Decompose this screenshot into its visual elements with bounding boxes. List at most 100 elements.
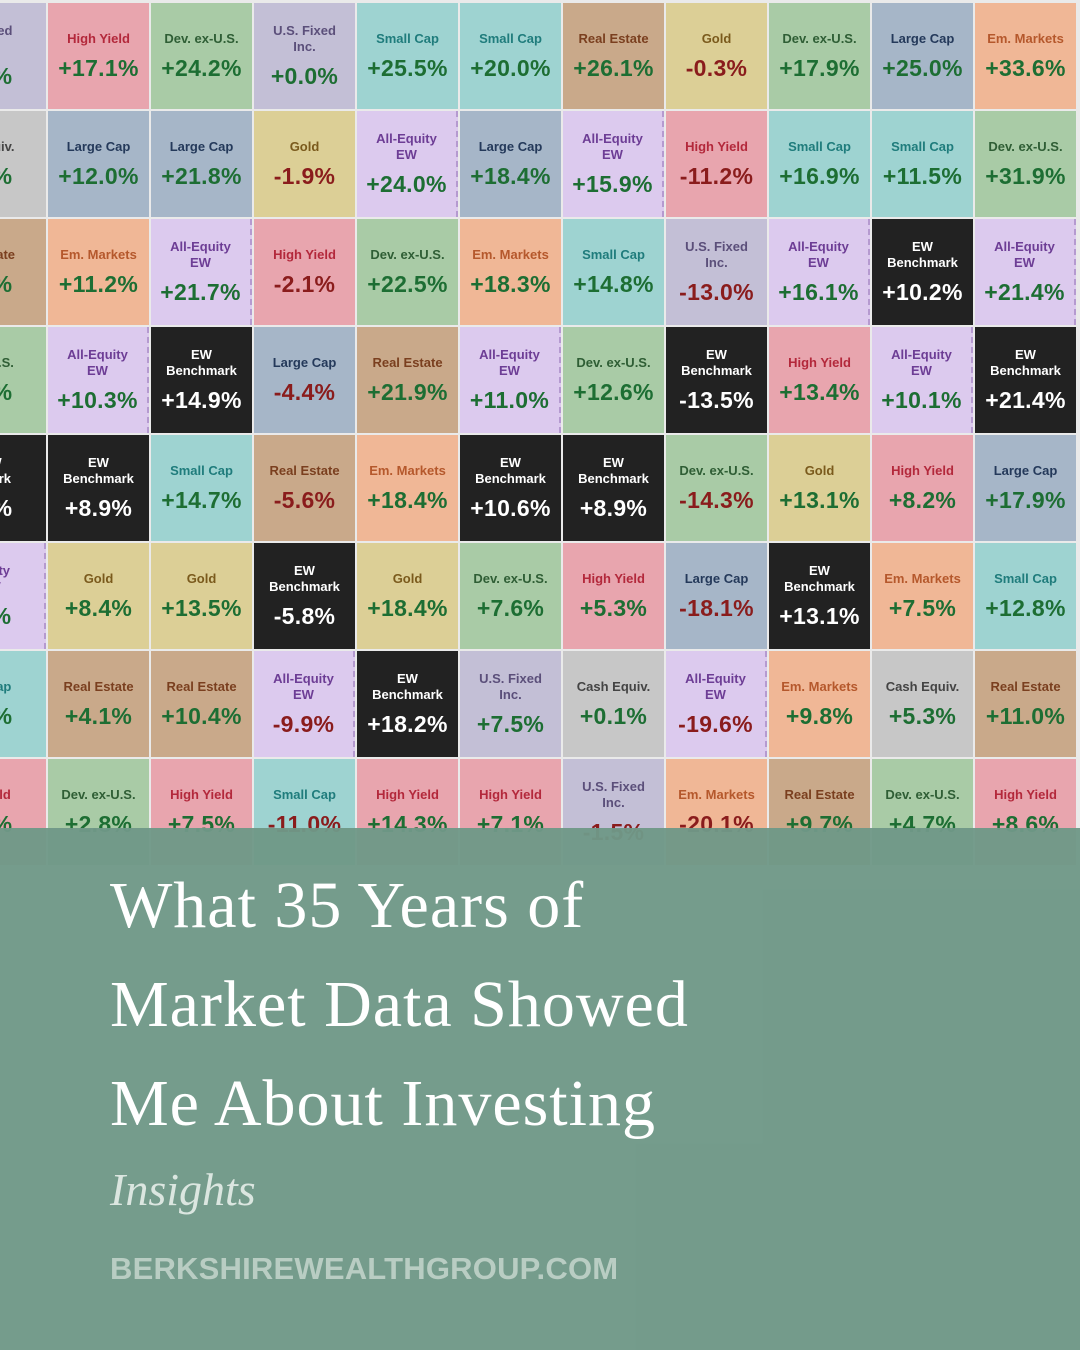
asset-label: High Yield <box>582 570 645 586</box>
return-value: +17.9% <box>985 486 1066 513</box>
asset-cell: High Yield -11.2% <box>666 111 767 217</box>
asset-cell: All-Equity EW -9.9% <box>254 651 355 757</box>
asset-cell: Equiv. 1% <box>0 111 46 217</box>
asset-cell: Cash Equiv. +5.3% <box>872 651 973 757</box>
asset-cell: Small Cap +12.8% <box>975 543 1076 649</box>
return-value: 0% <box>0 379 12 406</box>
asset-cell: EW Benchmark +13.1% <box>769 543 870 649</box>
return-value: +11.0% <box>469 386 550 413</box>
asset-label: Equiv. <box>0 138 15 154</box>
asset-cell: Large Cap +25.0% <box>872 3 973 109</box>
asset-label: Dev. ex-U.S. <box>370 246 445 262</box>
return-value: +16.9% <box>779 162 860 189</box>
asset-label: Small Cap <box>273 786 336 802</box>
asset-label: Gold <box>804 462 835 478</box>
asset-cell: All-Equity EW +21.4% <box>975 219 1076 325</box>
asset-label: EW Benchmark <box>887 238 958 270</box>
asset-cell: EW Benchmark -13.5% <box>666 327 767 433</box>
return-value: +21.4% <box>984 278 1065 305</box>
asset-label: W mark <box>0 455 12 486</box>
return-value: +12.8% <box>985 594 1066 621</box>
asset-cell: All-Equity EW +24.0% <box>357 111 458 217</box>
asset-label: All-Equity EW <box>994 238 1055 270</box>
return-value: +4.1% <box>64 702 133 729</box>
return-value: +7.5% <box>888 594 957 621</box>
asset-cell: Small Cap +16.9% <box>769 111 870 217</box>
asset-label: All-Equity EW <box>376 130 437 162</box>
return-value: +15.9% <box>572 170 653 197</box>
asset-label: Dev. ex-U.S. <box>988 138 1063 154</box>
asset-cell: Small Cap +25.5% <box>357 3 458 109</box>
asset-label: High Yield <box>994 786 1057 802</box>
asset-label: Real Estate <box>269 462 340 478</box>
return-value: +11.5% <box>882 162 963 189</box>
asset-label: Gold <box>392 570 423 586</box>
return-value: +7.5% <box>476 710 545 737</box>
asset-label: All-Equity EW <box>891 346 952 378</box>
asset-label: High Yield <box>479 786 542 802</box>
asset-cell: Em. Markets +18.4% <box>357 435 458 541</box>
return-value: +10.6% <box>470 494 551 521</box>
return-value: +18.4% <box>367 594 448 621</box>
asset-label: High Yield <box>273 246 336 262</box>
asset-label: Large Cap <box>478 138 543 154</box>
caption-panel: What 35 Years of Market Data Showed Me Abo… <box>0 828 1080 1350</box>
return-value: +13.1% <box>779 602 860 629</box>
asset-label: Small Cap <box>788 138 851 154</box>
asset-label: Dev. ex-U.S. <box>473 570 548 586</box>
asset-label: Small Cap <box>994 570 1057 586</box>
asset-cell: Small Cap +11.5% <box>872 111 973 217</box>
asset-label: U.S. Fixed Inc. <box>273 22 336 54</box>
asset-label: Real Estate <box>63 678 134 694</box>
return-value: +16.1% <box>778 278 859 305</box>
asset-label: Dev. ex-U.S. <box>679 462 754 478</box>
asset-label: Gold <box>186 570 217 586</box>
asset-cell: High Yield +5.3% <box>563 543 664 649</box>
asset-cell: Dev. ex-U.S. +7.6% <box>460 543 561 649</box>
asset-cell: Dev. ex-U.S. +12.6% <box>563 327 664 433</box>
return-value: +11.0% <box>985 702 1066 729</box>
asset-label: Dev. ex-U.S. <box>782 30 857 46</box>
asset-cell: Large Cap +12.0% <box>48 111 149 217</box>
asset-label: Large Cap <box>993 462 1058 478</box>
asset-label: EW Benchmark <box>784 562 855 594</box>
return-value: +10.4% <box>161 702 242 729</box>
return-value: 4% <box>0 703 12 730</box>
asset-cell: Large Cap -4.4% <box>254 327 355 433</box>
asset-cell: quity W 4% <box>0 543 46 649</box>
asset-label: Estate <box>0 246 16 262</box>
asset-cell: Small Cap +20.0% <box>460 3 561 109</box>
title-line: Me About Investing <box>110 1067 656 1140</box>
asset-label: EW Benchmark <box>475 454 546 486</box>
asset-label: High Yield <box>170 786 233 802</box>
return-value: +10.1% <box>881 386 962 413</box>
return-value: 0% <box>0 495 12 522</box>
asset-label: x-U.S. <box>0 354 14 370</box>
asset-label: U.S. Fixed Inc. <box>479 670 542 702</box>
asset-cell: All-Equity EW +15.9% <box>563 111 664 217</box>
return-value: 6% <box>0 63 12 90</box>
asset-cell: All-Equity EW +11.0% <box>460 327 561 433</box>
asset-label: High Yield <box>788 354 851 370</box>
asset-label: Real Estate <box>784 786 855 802</box>
asset-label: EW Benchmark <box>269 562 340 594</box>
asset-label: EW Benchmark <box>372 670 443 702</box>
return-value: +12.6% <box>573 378 654 405</box>
return-value: +10.3% <box>57 386 138 413</box>
asset-cell: Real Estate +11.0% <box>975 651 1076 757</box>
asset-cell: High Yield -2.1% <box>254 219 355 325</box>
asset-label: U.S. Fixed Inc. <box>685 238 748 270</box>
asset-label: All-Equity EW <box>273 670 334 702</box>
return-value: +9.8% <box>785 702 854 729</box>
asset-label: l Cap <box>0 678 12 694</box>
asset-cell: All-Equity EW +10.1% <box>872 327 973 433</box>
title-line: Market Data Showed <box>110 968 689 1041</box>
return-value: +8.2% <box>888 486 957 513</box>
asset-label: Em. Markets <box>781 678 858 694</box>
asset-label: Dev. ex-U.S. <box>576 354 651 370</box>
return-value: -11.2% <box>679 162 754 189</box>
asset-cell: Em. Markets +33.6% <box>975 3 1076 109</box>
asset-label: Gold <box>83 570 114 586</box>
asset-cell: Em. Markets +7.5% <box>872 543 973 649</box>
